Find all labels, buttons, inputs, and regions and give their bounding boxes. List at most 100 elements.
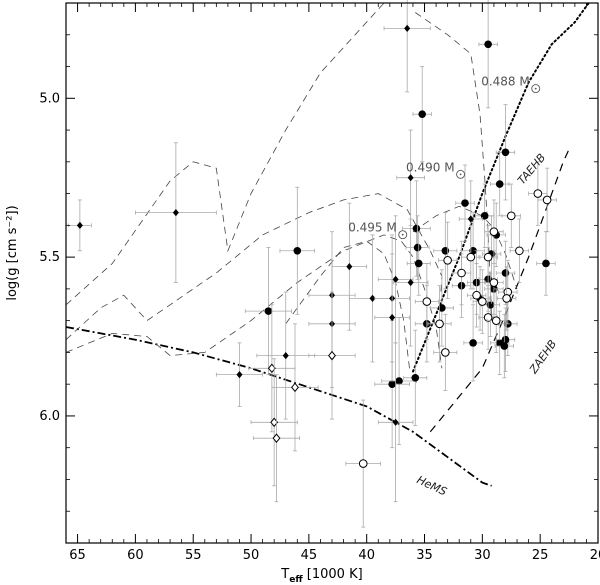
marker-filled-circle: [542, 259, 550, 268]
marker-open-diamond: [291, 382, 299, 393]
annotation-label: 0.495 M: [348, 221, 397, 235]
marker-open-circle: [466, 252, 476, 262]
track-line-5: [65, 193, 443, 340]
marker-filled-circle: [486, 300, 495, 309]
data-point: [495, 307, 516, 372]
marker-filled-circle: [480, 212, 489, 220]
marker-filled-circle: [501, 148, 510, 157]
marker-filled-diamond: [407, 174, 414, 182]
data-point: [345, 399, 381, 528]
data-point: [250, 358, 298, 487]
marker-open-circle: [533, 189, 543, 198]
marker-open-circle: [483, 252, 493, 262]
track-line-4: [65, 234, 443, 369]
data-point: [433, 212, 458, 290]
marker-filled-circle: [395, 377, 403, 385]
sun-ring: [531, 84, 541, 94]
track-line-2: [429, 148, 570, 433]
marker-open-circle: [491, 316, 501, 325]
marker-filled-circle: [469, 246, 477, 255]
marker-filled-circle: [438, 304, 446, 312]
y-tick-label: 5.5: [39, 250, 60, 265]
data-point: [536, 231, 556, 296]
marker-filled-diamond: [76, 221, 83, 229]
marker-filled-circle: [413, 243, 422, 252]
marker-open-circle: [502, 294, 511, 303]
marker-open-circle: [435, 319, 444, 329]
track-line-6: [285, 240, 410, 369]
data-point: [412, 66, 432, 163]
marker-filled-diamond: [172, 209, 179, 217]
data-point: [396, 129, 425, 226]
data-point: [414, 263, 439, 341]
data-point: [279, 186, 316, 315]
x-tick-label: 20: [590, 548, 600, 563]
marker-filled-circle: [469, 339, 477, 347]
track-line-3: [65, 2, 385, 306]
data-point: [478, 0, 498, 109]
data-point: [498, 259, 518, 325]
sun-symbol: [398, 230, 408, 240]
marker-filled-diamond: [404, 24, 411, 33]
data-point: [271, 323, 319, 452]
marker-filled-circle: [414, 259, 423, 268]
sun-symbol: [456, 169, 466, 179]
marker-filled-circle: [461, 199, 469, 207]
marker-filled-diamond: [282, 351, 289, 360]
data-point: [67, 199, 92, 252]
sun-symbol: [531, 84, 541, 94]
data-point: [134, 142, 217, 283]
data-point: [496, 266, 517, 331]
marker-filled-diamond: [392, 418, 399, 426]
marker-filled-diamond: [389, 313, 396, 322]
sun-ring: [398, 230, 408, 240]
marker-open-circle: [472, 290, 481, 300]
y-axis-label: log(g [cm s⁻²]): [5, 205, 20, 300]
data-point: [377, 342, 414, 503]
marker-open-circle: [443, 255, 452, 265]
data-point: [429, 269, 454, 347]
annotation-label: TAEHB: [515, 151, 548, 187]
x-tick-label: 35: [416, 548, 433, 563]
data-point: [248, 304, 296, 433]
marker-filled-diamond: [407, 278, 414, 287]
data-point: [215, 342, 264, 407]
data-point: [455, 164, 475, 242]
axis-ticks: 65 60 55 50 45 40 35 30 25 20 5.0 5.5 6.0: [39, 2, 600, 563]
marker-open-diamond: [272, 433, 281, 443]
marker-filled-circle: [500, 342, 509, 350]
marker-filled-diamond: [346, 263, 353, 271]
data-point: [484, 199, 504, 264]
marker-open-circle: [489, 278, 499, 287]
data-point: [509, 218, 530, 283]
marker-filled-circle: [495, 180, 504, 188]
data-point: [501, 183, 521, 248]
annotation-label: 0.490 M: [406, 160, 455, 174]
marker-open-circle: [483, 313, 493, 322]
marker-filled-diamond: [467, 215, 474, 223]
data-point: [451, 240, 472, 306]
x-tick-label: 55: [185, 548, 202, 563]
data-point: [537, 167, 557, 233]
data-point: [383, 0, 431, 93]
marker-open-circle: [422, 297, 432, 306]
data-point: [486, 288, 506, 353]
marker-filled-circle: [484, 40, 492, 49]
y-tick-label: 5.0: [39, 91, 60, 106]
annotation-label: HeMS: [415, 473, 449, 498]
data-point: [381, 317, 417, 445]
x-tick-label: 25: [532, 548, 549, 563]
data-point: [374, 253, 410, 382]
data-point: [433, 313, 458, 391]
marker-filled-circle: [412, 224, 421, 233]
data-point: [244, 247, 292, 376]
x-tick-label: 40: [358, 548, 375, 563]
data-point: [490, 151, 510, 217]
track-line-7: [415, 12, 492, 321]
marker-filled-circle: [501, 269, 510, 277]
sun-ring: [456, 169, 466, 179]
marker-filled-circle: [411, 374, 420, 382]
sun-dot: [534, 87, 537, 90]
data-point: [402, 180, 431, 277]
